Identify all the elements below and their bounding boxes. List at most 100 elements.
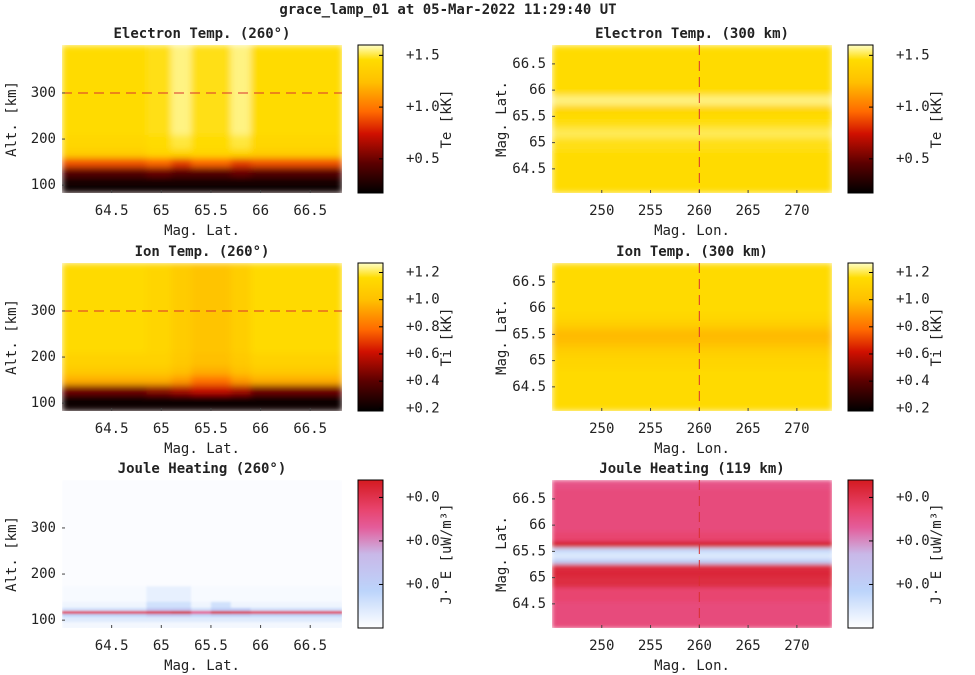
heatmap-cell (718, 66, 778, 83)
x-axis-label: Mag. Lon. (654, 658, 730, 674)
heatmap-cell (660, 322, 720, 332)
y-tick-label: 65 (529, 353, 546, 369)
heatmap-cell (86, 334, 118, 354)
heatmap-cell (62, 166, 88, 177)
heatmap-cell (191, 297, 212, 317)
heatmap-cell (146, 403, 172, 411)
heatmap-cell (718, 120, 778, 129)
heatmap-cell (250, 601, 277, 608)
heatmap-cell (250, 403, 277, 411)
heatmap-cell (552, 355, 603, 370)
y-tick-label: 64.5 (512, 161, 546, 177)
heatmap-cell (171, 502, 192, 534)
heatmap-cell (660, 104, 720, 114)
heatmap-cell (146, 297, 172, 317)
colorbar (847, 479, 874, 629)
heatmap-cell (660, 300, 720, 314)
x-axis-label: Mag. Lat. (164, 441, 240, 457)
heatmap-cell (191, 480, 212, 504)
heatmap-cell (230, 480, 252, 504)
heatmap-cell (601, 322, 661, 332)
heatmap-cell (718, 45, 778, 54)
heatmap-cell (660, 82, 720, 96)
heatmap-cell (86, 185, 118, 193)
heatmap-cell (250, 157, 277, 168)
heatmap-cell (250, 166, 277, 177)
heatmap-cell (305, 297, 342, 317)
heatmap-cell (250, 45, 277, 62)
heatmap-cell (116, 610, 147, 614)
panel-title: Joule Heating (260°) (118, 461, 287, 477)
heatmap-cell (86, 403, 118, 411)
colorbar-tick-label: +1.0 (896, 99, 930, 115)
heatmap-cell (718, 271, 778, 286)
y-axis-label: Mag. Lat. (494, 81, 510, 157)
heatmap-cell (660, 480, 720, 489)
y-axis-label: Alt. [km] (4, 299, 20, 375)
heatmap-cell (660, 330, 720, 339)
heatmap-cell (777, 547, 832, 554)
heatmap-cell (601, 563, 661, 570)
heatmap-cell (116, 585, 147, 602)
heatmap-cell (62, 560, 88, 587)
heatmap-cell (62, 607, 88, 612)
heatmap-cell (62, 601, 88, 608)
heatmap-cell (250, 97, 277, 117)
heatmap-cell (210, 352, 232, 367)
heatmap-cell (171, 375, 192, 386)
heatmap-cell (275, 315, 306, 335)
x-axis-label: Mag. Lat. (164, 658, 240, 674)
heatmap-cell (777, 300, 832, 314)
heatmap-cell (718, 181, 778, 193)
plot-area (62, 480, 342, 628)
heatmap-cell (660, 166, 720, 183)
heatmap-cell (250, 185, 277, 193)
heatmap-cell (275, 116, 306, 136)
heatmap-cell (660, 263, 720, 272)
heatmap-cell (116, 502, 147, 534)
heatmap-cell (191, 366, 212, 377)
heatmap-cell (718, 384, 778, 401)
heatmap-cell (86, 375, 118, 386)
heatmap-cell (305, 560, 342, 587)
heatmap-cell (660, 53, 720, 68)
heatmap-cell (62, 585, 88, 602)
heatmap-cell (191, 166, 212, 177)
heatmap-cell (230, 278, 252, 298)
heatmap-cell (116, 393, 147, 404)
colorbar-tick-label: +1.2 (406, 265, 440, 281)
heatmap-cell (777, 399, 832, 411)
heatmap-cell (275, 175, 306, 186)
heatmap-cell (718, 601, 778, 618)
heatmap-cell (250, 366, 277, 377)
heatmap-cell (210, 366, 232, 377)
heatmap-cell (191, 116, 212, 136)
heatmap-cell (86, 613, 118, 617)
heatmap-cell (777, 313, 832, 324)
heatmap-cell (116, 116, 147, 136)
heatmap-cell (230, 45, 252, 62)
heatmap-cell (275, 384, 306, 395)
heatmap-cell (718, 128, 778, 138)
heatmap-cell (210, 263, 232, 280)
heatmap-cell (275, 278, 306, 298)
colorbar-tick-label: +1.0 (406, 292, 440, 308)
colorbar-tick-label: +0.2 (406, 400, 440, 416)
heatmap-cell (718, 368, 778, 385)
heatmap-cell (718, 166, 778, 183)
heatmap-cell (171, 613, 192, 617)
heatmap-cell (552, 399, 603, 411)
heatmap-cell (146, 601, 172, 608)
heatmap-cell (305, 502, 342, 534)
x-tick-label: 250 (589, 421, 614, 437)
heatmap-cell (210, 607, 232, 612)
heatmap-cell (552, 95, 603, 106)
heatmap-cell (230, 116, 252, 136)
heatmap-cell (718, 284, 778, 301)
heatmap-cell (191, 60, 212, 80)
heatmap-cell (601, 338, 661, 347)
heatmap-cell (171, 560, 192, 587)
heatmap-cell (305, 185, 342, 193)
heatmap-cell (86, 393, 118, 404)
heatmap-cell (116, 263, 147, 280)
